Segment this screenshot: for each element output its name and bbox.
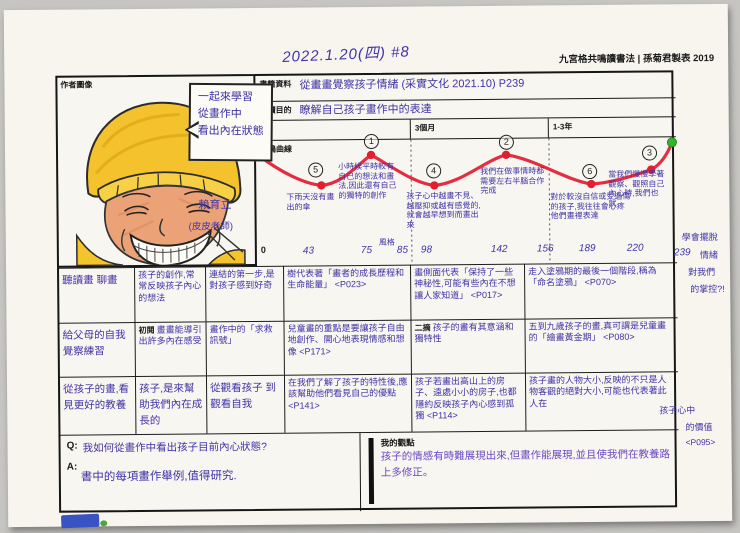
margin-page-number: 239 (673, 247, 691, 259)
timeline-col-1week: 1週 (255, 119, 411, 140)
scanned-worksheet-paper: 2022.1.20(四) #8 九宮格共鳴讀書法 | 孫菊君製表 2019 作者… (3, 3, 733, 529)
margin-note: 的價值 (685, 422, 713, 433)
curve-point-dot (587, 179, 596, 189)
speech-bubble: 一起來學習 從畫作中 看出內在狀態 (188, 82, 274, 162)
grid-cell: 走入塗鴉期的最後一個階段,稱為「命名塗鴉」 <P070> (523, 262, 678, 319)
curve-point-dot (317, 181, 326, 190)
grid-cell: 孩子的創作,常常反映孩子內心的想法 (134, 266, 206, 323)
worksheet-table: 作者圖像 賴育立 (皮皮 (55, 70, 680, 514)
author-name: 賴育立 (198, 199, 232, 212)
rank-circle: 2 (498, 134, 514, 150)
timeline-col-1-3years: 1-3年 (552, 122, 573, 132)
axis-page-number: 189 (578, 243, 596, 255)
grid-cell: 連結的第一步,是對孩子感到好奇 (205, 265, 284, 322)
grid-cell: 在我們了解了孩子的特性後,應該幫助他們看見自己的優點 <P141> (283, 373, 412, 433)
book-info-row: 書籍資料 從畫畫覺察孩子情緒 (采實文化 2021.10) P239 (255, 72, 676, 102)
speech-bubble-line: 從畫作中 (197, 107, 242, 121)
speech-bubble-line: 一起來學習 (197, 90, 254, 104)
stage-badge: 二摘 (414, 323, 431, 333)
curve-annotation: 當我們慢慢學著觀察、觀照自己內心時,我們也就 (608, 169, 665, 208)
curve-point-dot (430, 181, 439, 190)
grid-cell: 從孩子的畫,看見更好的教養 (59, 376, 136, 435)
reading-purpose-value: 瞭解自己孩子畫作中的表達 (299, 103, 432, 117)
axis-page-number: 220 (626, 242, 644, 254)
grid-cell: 孩子畫的人物大小,反映的不只是人物客觀的絕對大小,可能也代表著此人在 (524, 371, 679, 431)
viewpoint-accent-bar (368, 437, 375, 504)
answer-text: 書中的每項畫作舉例,值得研究. (80, 470, 237, 484)
grid-cell: 五到九歲孩子的畫,真可謂是兒童畫的「繪畫黃金期」 <P080> (524, 317, 678, 373)
curve-annotation: 下雨天沒有畫出的傘 (286, 192, 335, 212)
end-marker-dot (666, 137, 677, 148)
resonance-curve-area: 共鳴曲線 5 1 4 2 6 3 下雨天沒有畫出的傘 小時候平時較有自己的想法和… (256, 133, 677, 266)
book-info-value: 從畫畫覺察孩子情緒 (采實文化 2021.10) P239 (299, 77, 525, 92)
grid-cell: 聽讀畫 聊畫 (59, 267, 135, 323)
q-label: Q: (66, 440, 78, 452)
grid-cell: 兒童畫的重點是要讓孩子自由地創作、開心地表現情感和想像 <P171> (283, 319, 411, 375)
margin-note: <P095> (685, 436, 716, 448)
axis-page-number: 85 (396, 244, 409, 256)
axis-page-number: 43 (302, 245, 315, 257)
author-alias: (皮皮老師) (188, 221, 234, 233)
stage-badge: 初閱 (138, 325, 155, 336)
grid-cell: 二摘 孩子的畫有其意涵和獨特性 (410, 318, 525, 374)
date-note: 2022.1.20(四) #8 (281, 43, 411, 66)
axis-page-number: 75 (360, 244, 373, 257)
section-divider-line (410, 139, 413, 265)
question-answer-cell: Q: 我如何從畫作中看出孩子目前內心狀態? A: 書中的每項畫作舉例,值得研究. (60, 433, 362, 514)
section-divider-line (548, 138, 551, 264)
a-label: A: (66, 461, 78, 473)
grid-cell: 初閱 畫畫能導引出許多內在感受 (134, 321, 206, 377)
viewpoint-label: 我的觀點 (380, 437, 415, 448)
blue-pen-mark (60, 513, 100, 529)
grid-cell: 畫作中的「求救訊號」 (205, 320, 284, 376)
rank-circle: 4 (426, 163, 442, 179)
curve-annotation-tail: 風格 (378, 237, 395, 247)
curve-annotation: 小時候平時較有自己的想法和畫法,因此還有自己的獨特的創作 (338, 161, 397, 201)
rank-circle: 3 (641, 145, 658, 161)
rank-circle: 6 (582, 163, 598, 180)
method-title: 九宮格共鳴讀書法 | 孫菊君製表 2019 (558, 52, 715, 66)
margin-note: 對我們 (688, 266, 716, 278)
grid-cell: 孩子,是來幫助我們內在成長的 (134, 375, 207, 435)
grid-cell: 樹代表著「畫者的成長歷程和生命能量」 <P023> (282, 264, 411, 321)
resonance-curve-path (256, 140, 674, 188)
curve-point-dot (366, 150, 376, 160)
bottom-section: Q: 我如何從畫作中看出孩子目前內心狀態? A: 書中的每項畫作舉例,值得研究.… (60, 429, 680, 514)
rank-circle: 1 (363, 133, 379, 150)
notes-grid: 聽讀畫 聊畫 孩子的創作,常常反映孩子內心的想法 連結的第一步,是對孩子感到好奇… (59, 262, 679, 435)
my-viewpoint-cell: 我的觀點 孩子的情感有時難展現出來,但畫作能展現,並且使我們在教養路上多修正。 (360, 430, 679, 511)
question-text: 我如何從畫作中看出孩子目前內心狀態? (82, 440, 267, 455)
margin-note: 學會擺脫 (681, 231, 718, 243)
curve-point-dot (501, 150, 511, 159)
axis-page-number: 142 (490, 243, 508, 255)
viewpoint-text: 孩子的情感有時難展現出來,但畫作能展現,並且使我們在教養路上多修正。 (380, 448, 671, 480)
speech-bubble-line: 看出內在狀態 (197, 124, 264, 138)
green-pen-mark (100, 520, 108, 527)
curve-annotation: 孩子心中越畫不見、越壓抑或越有感覺的,就會越早想到而畫出來 (406, 191, 481, 230)
grid-cell: 給父母的自我覺察練習 (59, 322, 135, 377)
rank-circle: 5 (308, 162, 324, 178)
curve-point-dot (646, 165, 656, 174)
resonance-curve-chart (256, 137, 677, 265)
grid-cell: 從觀看孩子 到觀看自我 (205, 374, 285, 434)
grid-cell: 孩子若畫出高山上的房子、遠處小小的房子,也都隱約反映孩子內心感到孤獨 <P114… (410, 372, 526, 432)
curve-annotation: 我們在做事情時都需要左右半腦合作完成 (480, 166, 545, 196)
axis-page-number: 156 (536, 243, 554, 255)
margin-note: 的掌控?! (690, 283, 725, 295)
margin-note: 孩子心中 (659, 405, 696, 416)
timeline-col-3months: 3個月 (410, 118, 549, 139)
axis-origin: 0 (260, 244, 266, 255)
margin-note: 情緒 (699, 249, 718, 261)
axis-page-number: 98 (420, 244, 433, 256)
grid-cell: 畫側面代表「保持了一些神秘性,可能有些內在不想讓人家知道」 <P017> (409, 263, 525, 320)
